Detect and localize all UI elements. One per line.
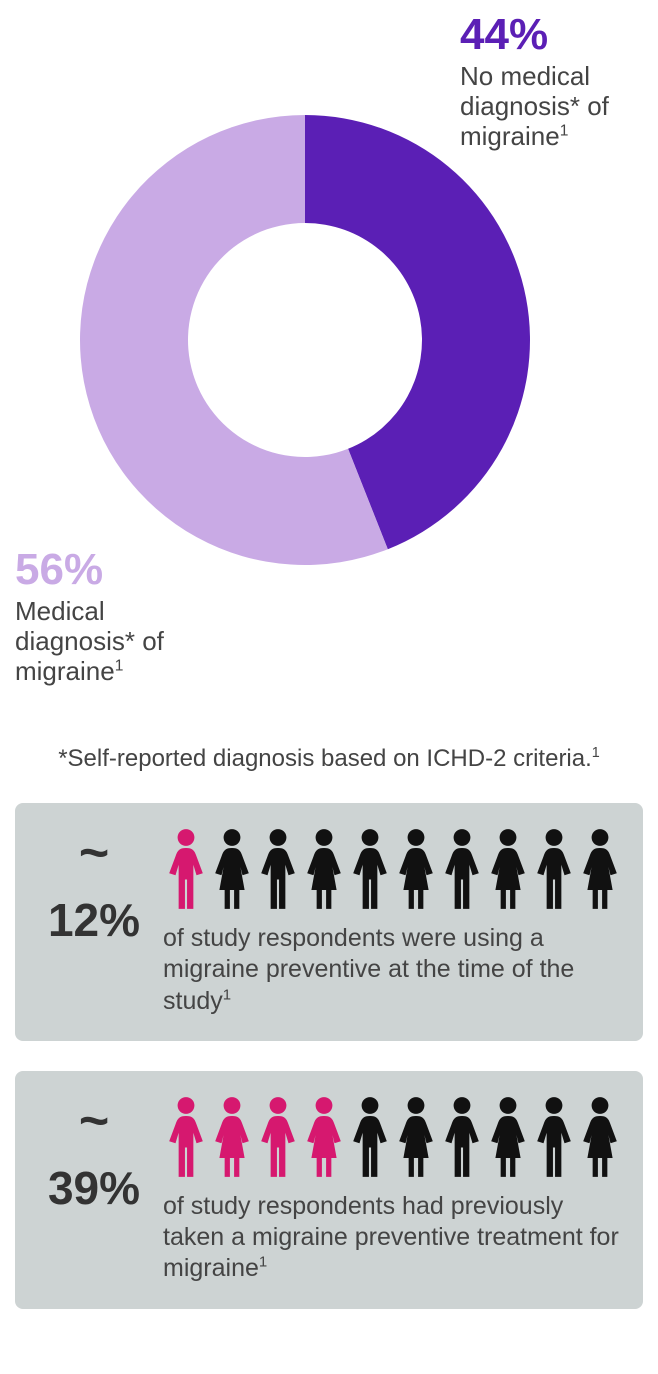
tilde-icon: ~ — [39, 827, 149, 879]
donut-pct-diagnosis: 56% — [15, 545, 215, 595]
person-male-icon — [439, 1095, 485, 1179]
person-female-icon — [485, 827, 531, 911]
person-female-icon — [393, 1095, 439, 1179]
stat-card-current-preventive: ~ 12% of study respondents were using a … — [15, 803, 643, 1041]
person-female-icon — [209, 1095, 255, 1179]
donut-chart-section: 44% No medical diagnosis* of migraine1 5… — [0, 0, 658, 720]
person-female-icon — [301, 1095, 347, 1179]
person-male-icon — [531, 827, 577, 911]
stat-right: of study respondents were using a migrai… — [163, 827, 623, 1017]
donut-text-no-diagnosis: No medical diagnosis* of migraine1 — [460, 62, 645, 152]
stat-text-previous: of study respondents had previously take… — [163, 1191, 623, 1285]
people-pictogram-row — [163, 1095, 623, 1179]
person-female-icon — [577, 1095, 623, 1179]
person-female-icon — [393, 827, 439, 911]
person-male-icon — [163, 827, 209, 911]
person-male-icon — [347, 827, 393, 911]
footnote: *Self-reported diagnosis based on ICHD-2… — [20, 745, 638, 773]
person-male-icon — [439, 827, 485, 911]
tilde-icon: ~ — [39, 1095, 149, 1147]
stat-pct-current: 12% — [39, 897, 149, 943]
stat-right: of study respondents had previously take… — [163, 1095, 623, 1285]
stat-card-previous-preventive: ~ 39% of study respondents had previousl… — [15, 1071, 643, 1309]
person-male-icon — [255, 1095, 301, 1179]
person-male-icon — [347, 1095, 393, 1179]
person-female-icon — [577, 827, 623, 911]
person-male-icon — [255, 827, 301, 911]
donut-text-diagnosis: Medical diagnosis* of migraine1 — [15, 597, 215, 687]
person-male-icon — [163, 1095, 209, 1179]
stat-left: ~ 12% — [39, 827, 149, 943]
person-female-icon — [485, 1095, 531, 1179]
donut-pct-no-diagnosis: 44% — [460, 10, 645, 60]
people-pictogram-row — [163, 827, 623, 911]
stat-left: ~ 39% — [39, 1095, 149, 1211]
person-female-icon — [301, 827, 347, 911]
stat-pct-previous: 39% — [39, 1165, 149, 1211]
person-male-icon — [531, 1095, 577, 1179]
person-female-icon — [209, 827, 255, 911]
donut-label-no-diagnosis: 44% No medical diagnosis* of migraine1 — [460, 10, 645, 152]
stat-text-current: of study respondents were using a migrai… — [163, 923, 623, 1017]
donut-label-diagnosis: 56% Medical diagnosis* of migraine1 — [15, 545, 215, 687]
